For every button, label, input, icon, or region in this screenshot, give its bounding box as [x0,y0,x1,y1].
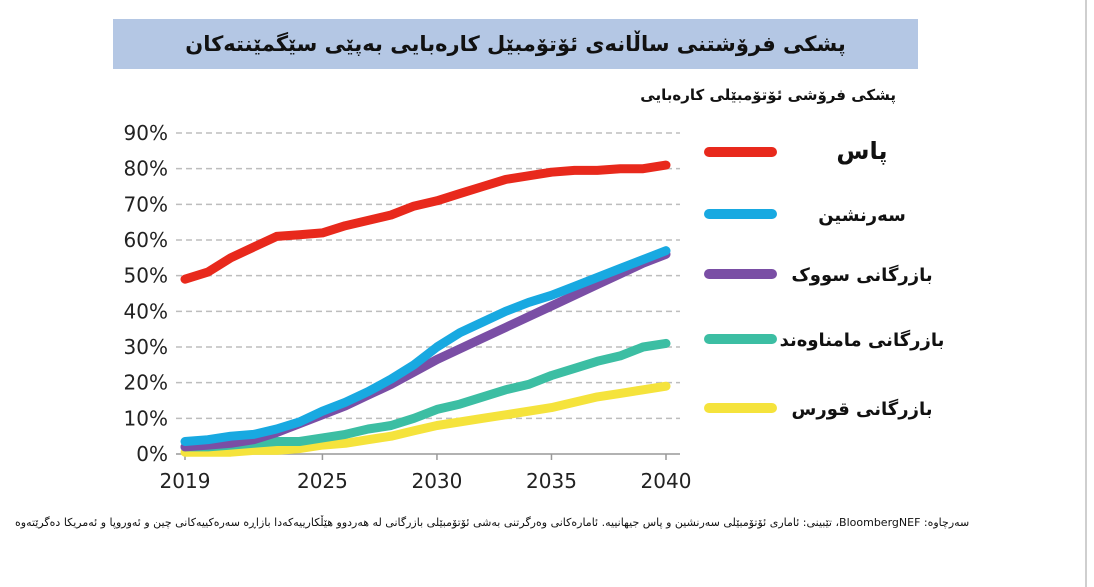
y-tick-label: 30% [124,335,168,359]
y-tick-label: 40% [124,299,168,323]
y-tick-label: 50% [124,264,168,288]
chart-subtitle: پشکی فرۆشی ئۆتۆمبێلی کارەبایی [640,86,896,104]
x-tick-label: 2030 [411,469,462,493]
chart-title: پشکی فرۆشتنی ساڵانەی ئۆتۆمبێل کارەبایی ب… [185,32,846,56]
y-tick-label: 70% [124,192,168,216]
series-line [180,246,671,446]
y-tick-label: 10% [124,406,168,430]
legend-label: پاس [836,137,887,165]
title-banner: پشکی فرۆشتنی ساڵانەی ئۆتۆمبێل کارەبایی ب… [113,19,918,69]
series-line [180,160,671,284]
footnote: سەرچاوە: BloombergNEF، تێبینی: ئاماری ئۆ… [15,516,970,529]
x-tick-label: 2040 [641,469,692,493]
x-tick-label: 2025 [297,469,348,493]
y-tick-label: 90% [124,121,168,145]
series-line [180,338,671,452]
frame-border [1085,0,1087,587]
y-tick-label: 60% [124,228,168,252]
y-tick-label: 0% [136,442,168,466]
legend-label: بازرگانی مامناوەند [780,329,945,351]
y-tick-label: 80% [124,157,168,181]
series-line [180,381,671,457]
legend-label: بازرگانی سووک [791,264,932,286]
x-tick-label: 2035 [526,469,577,493]
legend-label: بازرگانی قورس [792,398,933,420]
x-tick-label: 2019 [160,469,211,493]
legend-label: سەرنشین [818,205,906,226]
y-tick-label: 20% [124,371,168,395]
